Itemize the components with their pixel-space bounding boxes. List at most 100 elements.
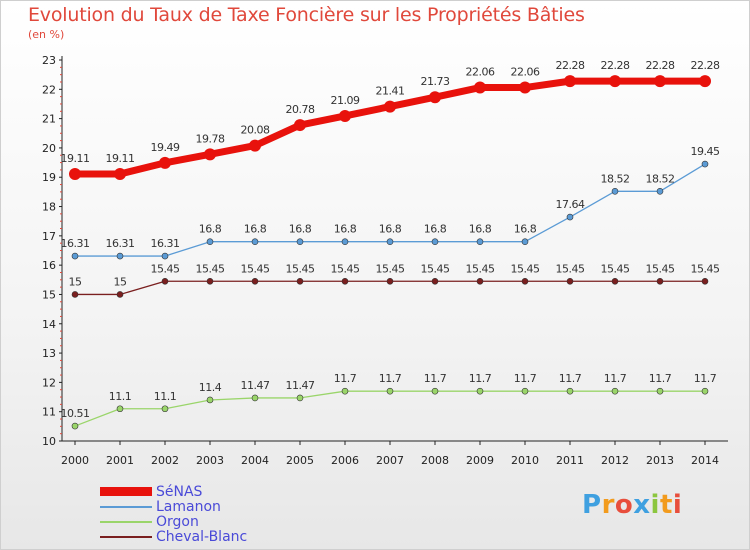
data-label-cheval-blanc: 15.45 xyxy=(646,262,675,275)
data-point-cheval-blanc xyxy=(161,277,169,285)
data-label-lamanon: 16.31 xyxy=(151,237,180,250)
data-point-orgon xyxy=(431,387,439,395)
legend-label: SéNAS xyxy=(156,483,203,500)
data-label-s-nas: 21.41 xyxy=(376,85,405,98)
data-point-cheval-blanc xyxy=(656,277,664,285)
data-point-s-nas xyxy=(519,81,531,94)
data-point-cheval-blanc xyxy=(116,291,124,298)
data-point-lamanon xyxy=(296,238,304,246)
data-point-cheval-blanc xyxy=(71,291,79,298)
legend-label: Cheval-Blanc xyxy=(156,528,248,545)
data-point-s-nas xyxy=(654,75,666,88)
data-point-s-nas xyxy=(429,91,441,104)
data-label-lamanon: 16.31 xyxy=(61,237,90,250)
data-label-orgon: 11.47 xyxy=(241,379,270,392)
data-label-orgon: 11.7 xyxy=(379,372,402,385)
logo-letter: t xyxy=(659,490,673,520)
legend-swatch-orgon xyxy=(100,520,152,523)
data-point-s-nas xyxy=(114,168,126,181)
data-label-s-nas: 19.11 xyxy=(106,152,135,165)
data-point-orgon xyxy=(341,387,349,395)
data-point-lamanon xyxy=(341,238,349,246)
data-point-lamanon xyxy=(386,238,394,246)
data-label-s-nas: 21.09 xyxy=(331,94,360,107)
data-point-orgon xyxy=(656,387,664,395)
y-tick-label: 16 xyxy=(42,259,56,272)
legend-item-senas: SéNAS xyxy=(100,483,247,500)
data-point-orgon xyxy=(116,405,124,413)
data-label-orgon: 11.1 xyxy=(154,390,177,403)
data-point-orgon xyxy=(206,396,214,404)
x-tick-label: 2006 xyxy=(331,454,359,467)
data-point-s-nas xyxy=(564,75,576,88)
data-label-orgon: 11.4 xyxy=(199,381,222,394)
x-tick-label: 2014 xyxy=(691,454,719,467)
data-label-lamanon: 16.8 xyxy=(379,223,402,236)
legend-swatch-lamanon xyxy=(100,505,152,508)
data-point-lamanon xyxy=(701,160,709,168)
data-label-lamanon: 18.52 xyxy=(646,172,675,185)
data-point-orgon xyxy=(521,387,529,395)
data-label-lamanon: 16.31 xyxy=(106,237,135,250)
x-tick-label: 2007 xyxy=(376,454,404,467)
x-tick-label: 2010 xyxy=(511,454,539,467)
data-label-cheval-blanc: 15.45 xyxy=(601,262,630,275)
y-tick-label: 17 xyxy=(42,230,56,243)
data-label-s-nas: 20.08 xyxy=(241,124,270,137)
data-label-lamanon: 16.8 xyxy=(514,223,537,236)
legend-item-cheval-blanc: Cheval-Blanc xyxy=(100,528,248,545)
data-label-s-nas: 22.28 xyxy=(601,59,630,72)
data-point-lamanon xyxy=(656,187,664,195)
legend-item-lamanon: Lamanon xyxy=(100,498,247,515)
data-label-s-nas: 19.11 xyxy=(61,152,90,165)
x-tick-label: 2011 xyxy=(556,454,584,467)
data-point-s-nas xyxy=(249,139,261,152)
x-tick-label: 2008 xyxy=(421,454,449,467)
data-point-orgon xyxy=(161,405,169,413)
x-tick-label: 2001 xyxy=(106,454,134,467)
data-point-cheval-blanc xyxy=(611,277,619,285)
logo-letter: P xyxy=(582,490,602,520)
data-point-orgon xyxy=(71,422,79,430)
logo-letter: i xyxy=(672,490,683,520)
data-label-lamanon: 18.52 xyxy=(601,172,630,185)
data-point-orgon xyxy=(296,394,304,402)
y-tick-label: 19 xyxy=(42,171,56,184)
y-tick-label: 10 xyxy=(42,435,56,448)
data-point-cheval-blanc xyxy=(206,277,214,285)
data-point-lamanon xyxy=(71,252,79,260)
logo-letter: o xyxy=(614,490,634,520)
logo-letter: i xyxy=(650,490,660,520)
legend-label: Orgon xyxy=(156,513,199,530)
data-label-cheval-blanc: 15.45 xyxy=(241,262,270,275)
y-tick-label: 18 xyxy=(42,201,56,214)
data-point-s-nas xyxy=(204,148,216,161)
legend: SéNAS Lamanon Orgon Cheval-Blanc xyxy=(100,483,248,545)
data-point-orgon xyxy=(566,387,574,395)
data-label-cheval-blanc: 15.45 xyxy=(466,262,495,275)
legend-swatch-cheval-blanc xyxy=(100,535,152,538)
data-point-lamanon xyxy=(521,238,529,246)
y-tick-label: 21 xyxy=(42,113,56,126)
logo-letter: x xyxy=(633,490,651,520)
x-tick-label: 2000 xyxy=(61,454,89,467)
y-tick-label: 23 xyxy=(42,54,56,67)
data-point-cheval-blanc xyxy=(701,277,709,285)
chart-subtitle: (en %) xyxy=(28,28,65,41)
y-tick-label: 22 xyxy=(42,83,56,96)
data-label-orgon: 11.7 xyxy=(469,372,492,385)
data-point-s-nas xyxy=(474,81,486,94)
data-label-s-nas: 22.28 xyxy=(691,59,720,72)
y-tick-label: 12 xyxy=(42,376,56,389)
y-tick-label: 20 xyxy=(42,142,56,155)
data-point-cheval-blanc xyxy=(386,277,394,285)
y-tick-label: 14 xyxy=(42,318,56,331)
data-point-lamanon xyxy=(116,252,124,260)
data-point-cheval-blanc xyxy=(431,277,439,285)
legend-label: Lamanon xyxy=(156,498,221,515)
x-tick-label: 2009 xyxy=(466,454,494,467)
x-tick-label: 2012 xyxy=(601,454,629,467)
x-tick-label: 2005 xyxy=(286,454,314,467)
data-label-s-nas: 19.49 xyxy=(151,141,180,154)
